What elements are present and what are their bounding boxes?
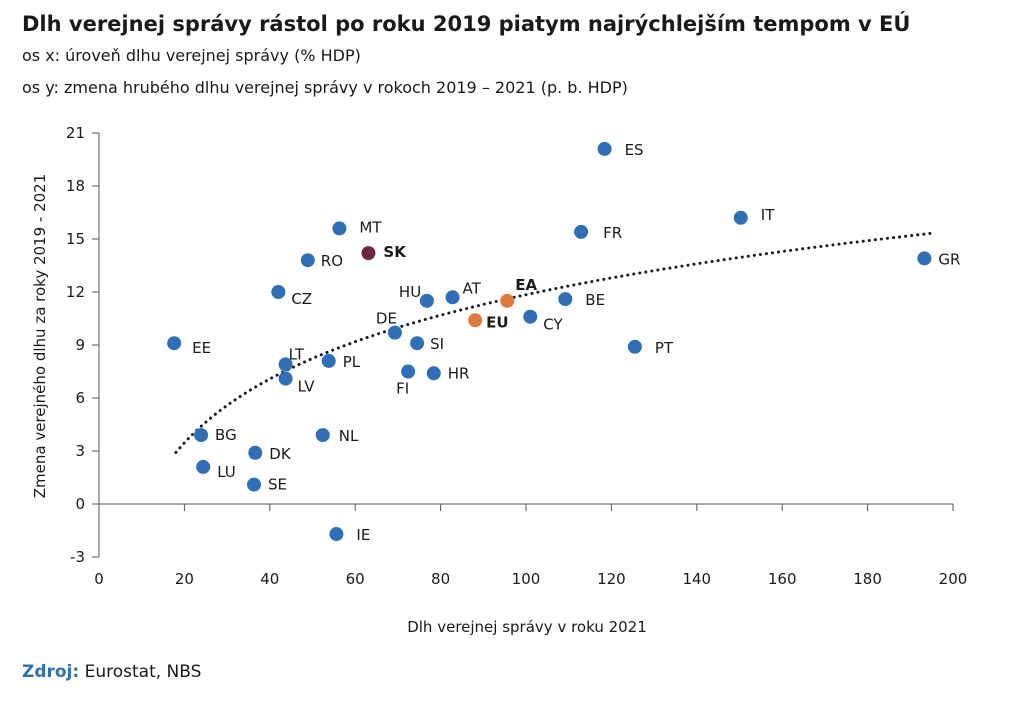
data-point-it <box>733 210 748 225</box>
point-label-lv: LV <box>298 378 316 396</box>
y-tick-label: -3 <box>70 548 85 566</box>
x-axis-title: Dlh verejnej správy v roku 2021 <box>407 618 647 636</box>
chart-title: Dlh verejnej správy rástol po roku 2019 … <box>22 12 911 36</box>
point-label-lt: LT <box>289 345 305 363</box>
source-label: Zdroj: <box>22 662 80 682</box>
point-label-pt: PT <box>655 339 674 357</box>
trendline-group <box>174 231 934 454</box>
point-label-mt: MT <box>359 218 382 236</box>
data-point-mt <box>332 221 347 236</box>
data-point-sk <box>361 246 376 261</box>
chart-axes: -3 0 3 6 9 12 15 18 21 0 20 40 60 80 100 120 140 160 180 20… <box>66 124 967 588</box>
data-point-fr <box>574 224 589 239</box>
data-point-ea <box>500 293 515 308</box>
chart-subtitle-y: os y: zmena hrubého dlhu verejnej správy… <box>22 78 628 97</box>
x-tick-label: 80 <box>431 570 450 588</box>
point-label-at: AT <box>463 279 482 297</box>
point-label-ea: EA <box>515 276 537 294</box>
chart-subtitle-x: os x: úroveň dlhu verejnej správy (% HDP… <box>22 46 361 65</box>
point-label-fi: FI <box>396 380 409 398</box>
point-label-de: DE <box>376 310 397 328</box>
y-tick-label: 0 <box>75 495 85 513</box>
point-label-nl: NL <box>339 427 359 445</box>
data-point-hu <box>419 293 434 308</box>
point-label-it: IT <box>761 206 775 224</box>
data-point-fi <box>401 364 416 379</box>
data-point-bg <box>194 428 209 443</box>
data-point-pt <box>627 339 642 354</box>
point-label-ie: IE <box>356 526 370 544</box>
point-label-fr: FR <box>603 224 622 242</box>
data-point-pl <box>321 353 336 368</box>
x-tick-label: 120 <box>597 570 626 588</box>
x-tick-label: 20 <box>175 570 194 588</box>
x-tick-label: 160 <box>768 570 797 588</box>
source-text: Eurostat, NBS <box>84 662 202 682</box>
data-point-lv <box>278 371 293 386</box>
point-label-si: SI <box>430 335 444 353</box>
y-axis-title: Zmena verejného dlhu za roky 2019 - 2021 <box>31 174 49 499</box>
point-label-se: SE <box>268 476 287 494</box>
x-tick-label: 100 <box>512 570 541 588</box>
data-point-de <box>387 325 402 340</box>
data-point-cz <box>271 285 286 299</box>
data-point-ie <box>329 527 344 542</box>
x-tick-label: 180 <box>853 570 882 588</box>
point-label-dk: DK <box>269 445 292 463</box>
data-point-si <box>410 336 425 351</box>
point-label-hu: HU <box>399 283 421 301</box>
data-point-nl <box>315 428 330 443</box>
point-label-be: BE <box>585 291 605 309</box>
point-label-ro: RO <box>321 252 343 270</box>
point-label-hr: HR <box>448 364 470 382</box>
y-tick-label: 12 <box>66 283 85 301</box>
data-point-eu <box>468 313 483 328</box>
y-tick-label: 18 <box>66 177 85 195</box>
data-point-es <box>597 141 612 156</box>
point-label-ee: EE <box>192 339 211 357</box>
data-point-ee <box>167 336 182 351</box>
data-point-dk <box>248 445 263 460</box>
data-point-cy <box>523 309 538 324</box>
point-label-eu: EU <box>486 313 508 331</box>
data-point-lu <box>196 459 211 474</box>
data-point-at <box>445 290 460 305</box>
point-label-cz: CZ <box>291 290 312 308</box>
point-label-bg: BG <box>215 426 237 444</box>
x-tick-label: 40 <box>260 570 279 588</box>
data-point-se <box>247 477 262 492</box>
x-tick-label: 60 <box>346 570 365 588</box>
point-label-gr: GR <box>938 250 960 268</box>
point-label-sk: SK <box>383 243 407 261</box>
y-tick-label: 6 <box>75 389 85 407</box>
point-label-pl: PL <box>343 353 361 371</box>
point-label-lu: LU <box>217 463 236 481</box>
x-tick-label: 0 <box>94 570 104 588</box>
y-tick-label: 9 <box>75 336 85 354</box>
trendline <box>174 231 934 454</box>
x-tick-label: 140 <box>682 570 711 588</box>
source-note: Zdroj: Eurostat, NBS <box>22 662 201 682</box>
x-tick-label: 200 <box>939 570 968 588</box>
point-label-cy: CY <box>543 316 563 334</box>
data-point-gr <box>917 251 932 266</box>
y-tick-label: 3 <box>75 442 85 460</box>
data-point-be <box>558 292 573 307</box>
y-tick-label: 21 <box>66 124 85 142</box>
y-tick-label: 15 <box>66 230 85 248</box>
data-point-lt <box>278 357 293 372</box>
data-point-ro <box>300 253 315 268</box>
scatter-chart: -3 0 3 6 9 12 15 18 21 0 20 40 60 80 100 120 140 160 180 20… <box>31 124 967 636</box>
data-point-hr <box>426 366 441 381</box>
data-points-group: ES IT MT FR SK GR RO CZ HU AT EA BE EU CY DE SI EE PT LT PL… <box>167 141 960 544</box>
point-label-es: ES <box>625 141 644 159</box>
